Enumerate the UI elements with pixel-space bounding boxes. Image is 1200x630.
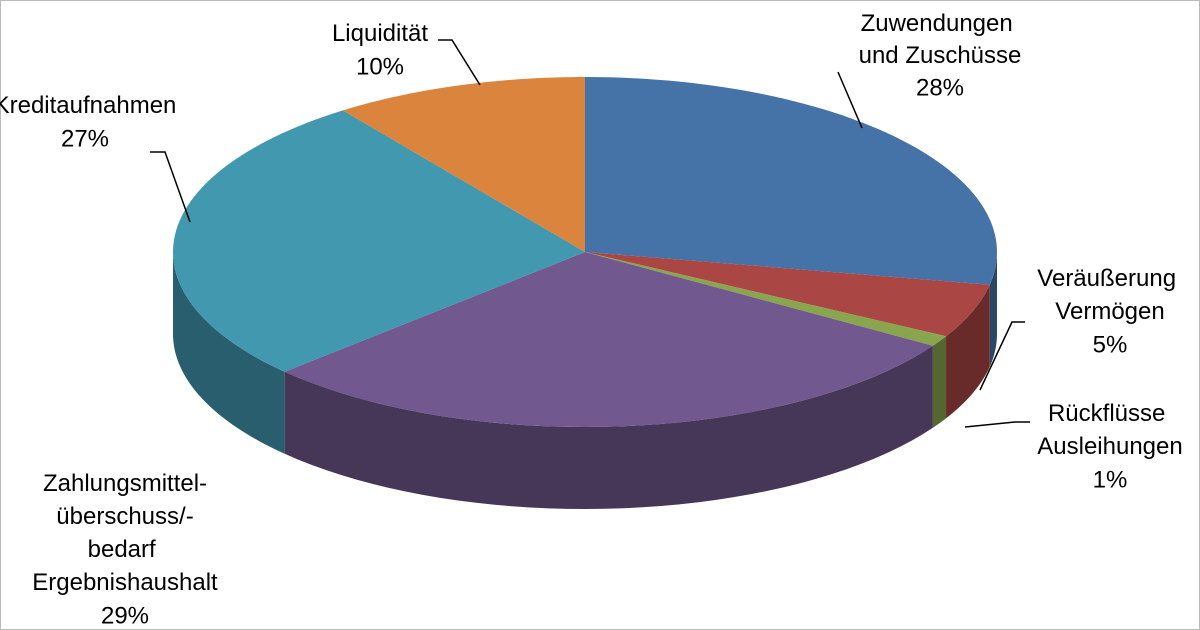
label-line: Rückflüsse <box>1048 400 1172 427</box>
data-labels: Zuwendungen und Zuschüsse 28% Veräußerung … <box>0 10 1183 629</box>
category-label: Rückflüsse Ausleihungen <box>1037 400 1182 460</box>
slice <box>342 77 585 252</box>
label-line: Ausleihungen <box>1037 433 1182 460</box>
slice-side <box>989 252 997 367</box>
leader-line <box>964 421 1030 428</box>
pie-tops <box>173 77 997 427</box>
leader-lines <box>150 39 1030 428</box>
label-line: Veräußerung <box>1037 265 1182 292</box>
label-line: Kreditaufnahmen <box>0 92 176 119</box>
slice-side <box>932 336 947 428</box>
slice <box>585 77 997 285</box>
label-line: überschuss/- <box>56 503 193 530</box>
slice <box>585 252 990 337</box>
label-line: und Zuschüsse <box>859 42 1022 69</box>
slice-side <box>946 284 990 419</box>
category-label: Liquidität <box>332 20 428 47</box>
label-line: Ergebnishaushalt <box>32 569 218 596</box>
category-label: Kreditaufnahmen <box>0 92 176 119</box>
label-line: Liquidität <box>332 20 428 47</box>
label-line: Zuwendungen <box>861 10 1020 37</box>
leader-line <box>837 71 863 129</box>
slice <box>284 252 933 427</box>
value-label: 29% <box>101 602 149 629</box>
value-label: 5% <box>1093 331 1128 358</box>
leader-line <box>438 39 481 86</box>
label-line: Vermögen <box>1055 298 1164 325</box>
leader-line <box>979 321 1025 391</box>
pie-sides <box>173 252 997 509</box>
slice-side <box>284 345 933 509</box>
leader-line <box>150 151 191 223</box>
slice <box>585 252 947 346</box>
slice-side <box>173 252 285 454</box>
value-label: 28% <box>916 74 964 101</box>
value-label: 10% <box>356 53 404 80</box>
value-label: 1% <box>1093 466 1128 493</box>
category-label: Zahlungsmittel-überschuss/- bedarf Ergebn… <box>32 470 218 596</box>
value-label: 27% <box>61 125 109 152</box>
category-label: Zuwendungen und Zuschüsse <box>859 10 1022 69</box>
category-label: Veräußerung Vermögen <box>1037 265 1182 325</box>
slice <box>173 110 585 372</box>
label-line: Zahlungsmittel- <box>43 470 207 497</box>
label-line: bedarf <box>88 536 163 563</box>
